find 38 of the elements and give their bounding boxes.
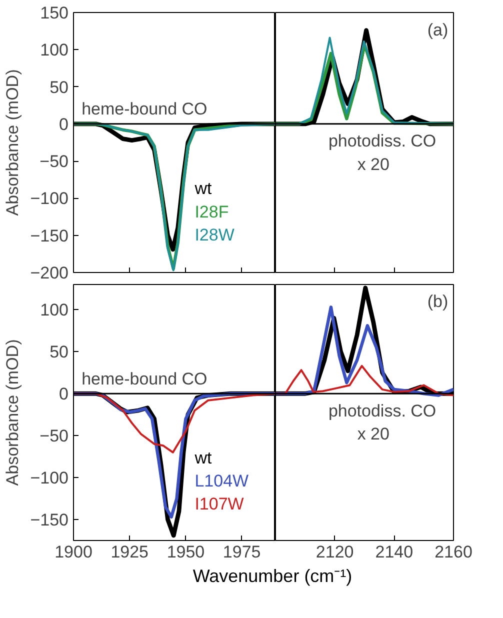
series-label: I28F: [194, 202, 229, 222]
x-tick-label: 1950: [166, 542, 205, 562]
y-axis-title: Absorbance (mOD): [3, 339, 22, 486]
annotation: (b): [427, 292, 448, 312]
y-axis-title: Absorbance (mOD): [3, 69, 22, 216]
y-tick-label: 50: [50, 342, 69, 362]
y-tick-label: 0: [59, 384, 69, 404]
annotation: photodiss. CO: [328, 132, 436, 151]
x-tick-label: 2160: [434, 542, 472, 562]
y-tick-label: 150: [40, 4, 69, 22]
annotation: heme-bound CO: [82, 100, 208, 119]
annotation: photodiss. CO: [328, 401, 436, 420]
x-tick-label: 2120: [316, 542, 354, 562]
x-tick-label: 1925: [110, 542, 149, 562]
y-tick-label: 50: [50, 78, 69, 97]
series-label: wt: [194, 448, 212, 468]
series-label: I28W: [194, 226, 234, 245]
annotation: x 20: [357, 155, 390, 174]
text: I107W: [194, 494, 244, 514]
y-tick-label: 100: [40, 300, 69, 320]
annotation: x 20: [357, 424, 390, 444]
y-tick-label: −150: [30, 226, 69, 246]
annotation: (a): [427, 20, 448, 40]
x-tick-label: 1900: [54, 542, 92, 562]
series-label: L104W: [194, 471, 249, 490]
y-tick-label: −200: [30, 264, 69, 282]
annotation: heme-bound CO: [82, 369, 208, 388]
x-tick-label: 2140: [375, 542, 414, 562]
x-axis-title: Wavenumber (cm⁻¹): [192, 565, 352, 588]
y-tick-label: −50: [40, 152, 69, 172]
y-tick-label: −50: [40, 426, 69, 446]
series-label: wt: [194, 178, 212, 198]
y-tick-label: −100: [30, 468, 69, 488]
x-tick-label: 1975: [222, 542, 261, 562]
y-tick-label: −100: [30, 189, 69, 208]
y-tick-label: 100: [40, 40, 69, 60]
y-tick-label: 0: [59, 114, 69, 134]
y-tick-label: −150: [30, 510, 69, 530]
